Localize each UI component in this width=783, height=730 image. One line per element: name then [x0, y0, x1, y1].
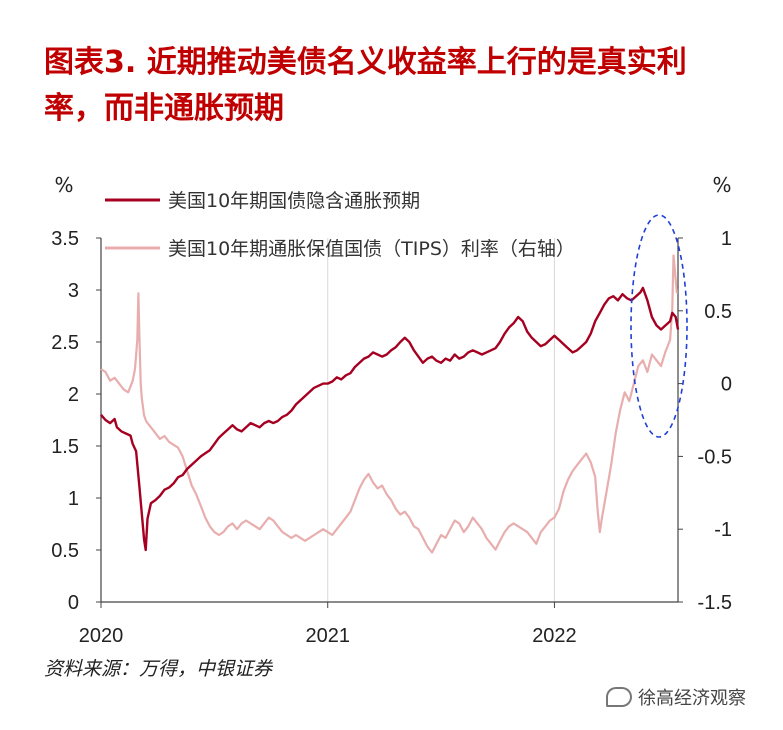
- y-right-tick-label: -0.5: [698, 446, 732, 468]
- y-left-tick-label: 2.5: [51, 332, 79, 354]
- y-left-tick-label: 1.5: [51, 436, 79, 458]
- y-right-tick-label: 0: [721, 374, 732, 396]
- y-left-unit: %: [54, 173, 73, 197]
- watermark: 徐高经济观察: [606, 684, 746, 710]
- tips-rate-line: [100, 254, 678, 554]
- x-tick-label: 2021: [305, 625, 350, 647]
- inflation-expectation-line: [100, 286, 680, 552]
- y-left-tick-label: 1: [68, 488, 79, 510]
- y-right-tick-label: 1: [721, 228, 732, 250]
- x-tick-label: 2022: [532, 625, 577, 647]
- highlight-ellipse: [630, 214, 688, 438]
- watermark-text: 徐高经济观察: [638, 688, 746, 709]
- x-tick-label: 2020: [79, 625, 124, 647]
- y-right-tick-label: -1: [714, 519, 732, 541]
- legend-label: 美国10年期通胀保值国债（TIPS）利率（右轴）: [168, 238, 575, 260]
- y-left-tick-label: 0: [68, 592, 79, 614]
- wechat-icon: [606, 687, 632, 707]
- y-left-tick-label: 2: [68, 384, 79, 406]
- y-left-tick-label: 3: [68, 280, 79, 302]
- source-note: 资料来源：万得，中银证券: [44, 658, 273, 680]
- y-right-tick-label: -1.5: [698, 592, 732, 614]
- y-left-tick-label: 0.5: [51, 540, 79, 562]
- y-right-unit: %: [712, 173, 731, 197]
- page-title: 图表3. 近期推动美债名义收益率上行的是真实利率，而非通胀预期: [44, 45, 687, 126]
- y-left-tick-label: 3.5: [51, 228, 79, 250]
- legend-label: 美国10年期国债隐含通胀预期: [168, 190, 420, 212]
- y-right-tick-label: 0.5: [704, 301, 732, 323]
